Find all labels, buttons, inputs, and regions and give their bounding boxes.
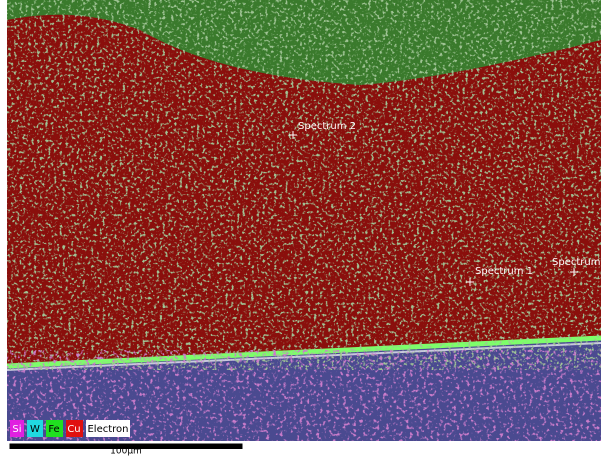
fe-specks [7,0,601,370]
legend-label: Fe [48,424,59,435]
marker-label: Spectrum 2 [298,121,356,132]
legend-label: W [30,424,40,435]
legend-label: Si [12,424,21,435]
map-view: Spectrum 2 Spectrum 1 Spectrum Si W Fe C… [0,0,601,456]
legend-label: Electron [87,424,128,435]
scale-label: 100µm [110,447,142,456]
eds-map [7,0,601,441]
marker-label: Spectrum 1 [475,266,533,277]
marker-label: Spectrum [552,257,600,268]
legend: Si W Fe Cu Electron [10,420,130,437]
legend-label: Cu [67,424,80,435]
